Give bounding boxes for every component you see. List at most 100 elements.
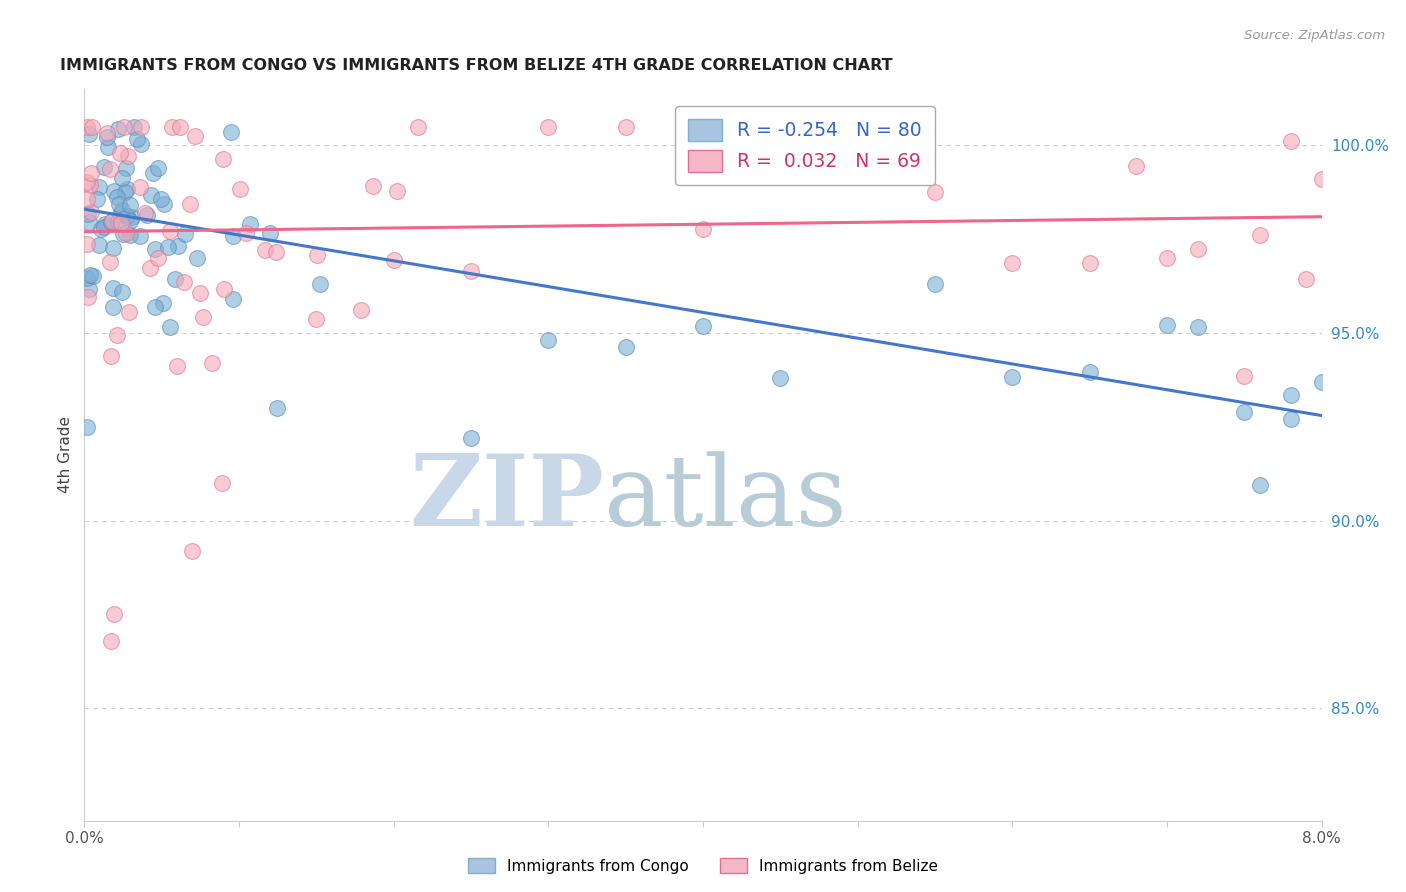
Point <box>212 282 235 296</box>
Point <box>117 210 139 224</box>
Point <box>387 184 409 198</box>
Point <box>350 302 373 317</box>
Point <box>460 264 482 278</box>
Point <box>188 286 211 301</box>
Point <box>167 239 190 253</box>
Point <box>1310 376 1333 390</box>
Point <box>1001 256 1024 270</box>
Legend: Immigrants from Congo, Immigrants from Belize: Immigrants from Congo, Immigrants from B… <box>461 852 945 880</box>
Point <box>1125 159 1147 173</box>
Point <box>76 236 98 251</box>
Point <box>1279 412 1302 426</box>
Point <box>100 215 122 229</box>
Point <box>121 210 143 224</box>
Point <box>80 166 103 180</box>
Point <box>108 145 131 160</box>
Point <box>115 161 138 175</box>
Point <box>105 328 128 343</box>
Point <box>186 251 208 265</box>
Point <box>79 205 101 219</box>
Point <box>146 161 169 175</box>
Point <box>146 252 169 266</box>
Point <box>100 349 122 363</box>
Point <box>101 241 124 255</box>
Point <box>179 197 201 211</box>
Point <box>1279 134 1302 148</box>
Point <box>1187 320 1209 334</box>
Point <box>363 178 385 193</box>
Point <box>94 217 117 231</box>
Point <box>101 281 124 295</box>
Point <box>125 131 148 145</box>
Point <box>537 120 560 134</box>
Point <box>614 120 637 134</box>
Point <box>692 222 714 236</box>
Point <box>96 129 118 144</box>
Point <box>173 275 195 289</box>
Point <box>77 215 100 229</box>
Point <box>76 207 98 221</box>
Point <box>76 192 98 206</box>
Point <box>112 227 135 242</box>
Point <box>129 228 152 243</box>
Point <box>219 126 242 140</box>
Point <box>107 197 129 211</box>
Point <box>253 243 276 257</box>
Point <box>115 182 138 196</box>
Point <box>1001 369 1024 384</box>
Y-axis label: 4th Grade: 4th Grade <box>58 417 73 493</box>
Point <box>145 300 167 314</box>
Point <box>77 282 100 296</box>
Point <box>117 305 139 319</box>
Point <box>103 185 125 199</box>
Point <box>211 476 233 491</box>
Point <box>1187 242 1209 256</box>
Point <box>239 218 262 232</box>
Point <box>1233 369 1256 384</box>
Point <box>174 227 197 241</box>
Point <box>107 121 129 136</box>
Point <box>222 293 245 307</box>
Point <box>846 169 869 183</box>
Point <box>382 252 405 267</box>
Point <box>1078 365 1101 379</box>
Point <box>1279 388 1302 402</box>
Point <box>163 271 186 285</box>
Point <box>107 213 129 227</box>
Text: Source: ZipAtlas.com: Source: ZipAtlas.com <box>1244 29 1385 43</box>
Text: IMMIGRANTS FROM CONGO VS IMMIGRANTS FROM BELIZE 4TH GRADE CORRELATION CHART: IMMIGRANTS FROM CONGO VS IMMIGRANTS FROM… <box>59 58 893 73</box>
Point <box>86 192 108 206</box>
Point <box>100 255 122 269</box>
Point <box>111 170 134 185</box>
Point <box>1156 318 1178 332</box>
Point <box>153 197 176 211</box>
Point <box>76 120 98 134</box>
Point <box>235 227 257 241</box>
Point <box>111 285 134 300</box>
Point <box>1295 272 1317 286</box>
Point <box>305 311 328 326</box>
Point <box>93 220 115 235</box>
Point <box>229 182 252 196</box>
Point <box>156 240 179 254</box>
Point <box>79 178 101 193</box>
Text: atlas: atlas <box>605 451 846 547</box>
Point <box>143 242 166 256</box>
Point <box>114 227 136 241</box>
Point <box>114 185 136 199</box>
Point <box>129 137 152 152</box>
Point <box>89 179 111 194</box>
Point <box>212 152 235 166</box>
Point <box>100 633 122 648</box>
Point <box>222 229 245 244</box>
Point <box>76 271 98 285</box>
Point <box>180 543 202 558</box>
Point <box>110 216 132 230</box>
Point <box>76 290 98 304</box>
Point <box>1249 478 1271 492</box>
Point <box>134 206 156 220</box>
Point <box>120 214 142 228</box>
Point <box>924 185 946 199</box>
Point <box>101 300 124 314</box>
Point <box>307 248 329 262</box>
